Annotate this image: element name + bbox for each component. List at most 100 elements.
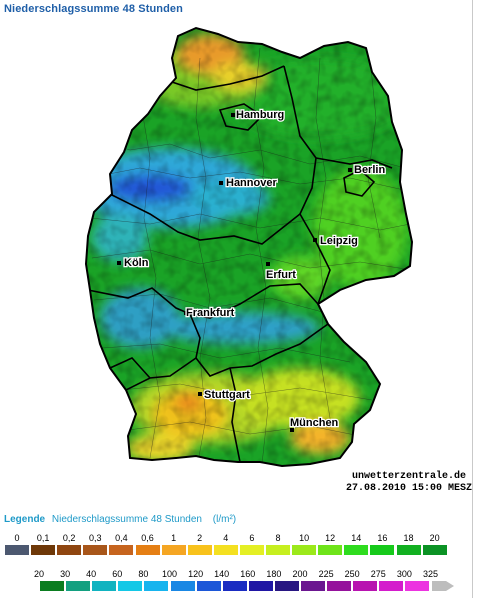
legend-tick-label: 100	[161, 569, 178, 579]
legend-tick-label: 16	[377, 533, 388, 543]
legend-tick-label: 0,6	[141, 533, 154, 543]
erfurt-marker	[266, 262, 270, 266]
legend-swatch	[379, 581, 404, 591]
koeln-marker	[117, 261, 121, 265]
credit-timestamp: 27.08.2010 15:00 MESZ	[346, 483, 472, 494]
frankfurt-marker	[184, 311, 188, 315]
legend-tick-label: 14	[351, 533, 362, 543]
legend-swatch	[318, 545, 343, 555]
legend-swatch	[405, 581, 430, 591]
legend-tick-label: 160	[240, 569, 256, 579]
legend-header: Legende Niederschlagssumme 48 Stunden (l…	[4, 514, 236, 525]
legend-tick-label: 4	[223, 533, 229, 543]
legend-swatch	[396, 545, 421, 555]
legend-swatch	[196, 581, 221, 591]
hannover-marker	[219, 181, 223, 185]
legend-tick-label: 60	[112, 569, 123, 579]
stuttgart-marker	[198, 392, 202, 396]
legend-tick-label: 18	[403, 533, 414, 543]
legend-swatch	[187, 545, 212, 555]
page-title: Niederschlagssumme 48 Stunden	[4, 3, 183, 15]
legend-tick-label: 275	[370, 569, 386, 579]
legend-tick-label: 0,3	[89, 533, 102, 543]
district-borders	[87, 47, 412, 465]
berlin-marker	[348, 168, 352, 172]
legend-swatch	[31, 545, 56, 555]
legend-swatch-max	[431, 581, 446, 591]
legend-title: Legende	[4, 514, 46, 525]
legend-swatch	[353, 581, 378, 591]
legend-swatch	[109, 545, 134, 555]
legend-tick-label: 120	[188, 569, 204, 579]
legend-swatch	[292, 545, 317, 555]
legend-swatch	[161, 545, 186, 555]
legend-tick-label: 200	[292, 569, 308, 579]
city-label-stuttgart: Stuttgart	[204, 389, 250, 401]
leipzig-marker	[313, 238, 317, 242]
legend-tick-label: 12	[325, 533, 336, 543]
city-markers	[117, 113, 352, 432]
legend-swatch	[213, 545, 238, 555]
legend-tick-label: 6	[249, 533, 255, 543]
legend-tick-label: 20	[33, 569, 45, 579]
legend-tick-label: 10	[299, 533, 310, 543]
legend-swatch	[135, 545, 160, 555]
legend-tick-label: 0,4	[115, 533, 128, 543]
legend-swatch	[170, 581, 195, 591]
legend-tick-label: 80	[138, 569, 149, 579]
city-label-koeln: Köln	[124, 257, 149, 269]
legend-swatch	[327, 581, 352, 591]
precipitation-map[interactable]: Hamburg Berlin Hannover Leipzig Erfurt K…	[0, 18, 472, 494]
legend-swatch	[274, 581, 299, 591]
legend-swatch	[144, 581, 169, 591]
legend-tick-label: 0	[14, 533, 20, 543]
legend-tick-label: 30	[60, 569, 71, 579]
legend-swatch	[92, 581, 117, 591]
legend-tick-label: 0,2	[62, 533, 76, 543]
legend-row1-ticks: 0 0,1 0,2 0,3 0,4 0,6 1 2 4 6 8 10 12 14 16 18 20	[0, 533, 472, 545]
muenchen-marker	[290, 428, 294, 432]
legend-arrow-icon	[445, 581, 454, 591]
legend-row1-swatches	[0, 545, 472, 557]
city-label-hannover: Hannover	[226, 177, 277, 189]
legend-tick-label: 8	[275, 533, 281, 543]
legend-swatch	[118, 581, 143, 591]
legend-swatch	[5, 545, 29, 555]
legend-swatch	[222, 581, 247, 591]
legend-tick-label: 40	[86, 569, 97, 579]
legend-row2-ticks: 20 30 40 60 80 100 120 140 160 180 200 225 250 275 300…	[0, 569, 472, 581]
legend-swatch	[422, 545, 447, 555]
city-label-berlin: Berlin	[354, 164, 385, 176]
legend-tick-label: 325	[422, 569, 439, 579]
texture-overlay	[86, 28, 412, 466]
city-label-leipzig: Leipzig	[320, 235, 358, 247]
legend-swatch	[57, 545, 82, 555]
legend-subtitle: Niederschlagssumme 48 Stunden	[51, 514, 202, 525]
legend-swatch	[83, 545, 108, 555]
legend-tick-label: 0,1	[36, 533, 50, 543]
hamburg-marker	[231, 113, 235, 117]
city-label-frankfurt: Frankfurt	[186, 307, 235, 319]
legend-tick-label: 2	[197, 533, 203, 543]
legend-swatch	[370, 545, 395, 555]
legend-tick-label: 20	[429, 533, 440, 543]
legend-swatch	[248, 581, 273, 591]
legend-tick-label: 300	[396, 569, 412, 579]
legend-tick-label: 140	[214, 569, 230, 579]
city-label-muenchen: München	[290, 417, 339, 429]
frame-divider	[472, 0, 473, 598]
legend-swatch	[344, 545, 369, 555]
legend-tick-label: 1	[171, 533, 177, 543]
legend-swatch	[66, 581, 91, 591]
legend-tick-label: 225	[318, 569, 334, 579]
city-label-hamburg: Hamburg	[236, 109, 284, 121]
legend-swatch	[266, 545, 290, 555]
state-borders	[87, 65, 393, 463]
legend-tick-label: 250	[344, 569, 360, 579]
city-label-erfurt: Erfurt	[266, 269, 296, 281]
legend-swatch	[40, 581, 64, 591]
legend-row2-swatches	[0, 581, 472, 593]
legend-unit: (l/m²)	[212, 514, 237, 525]
credit-site: unwetterzentrale.de	[352, 470, 466, 482]
legend-tick-label: 180	[266, 569, 282, 579]
